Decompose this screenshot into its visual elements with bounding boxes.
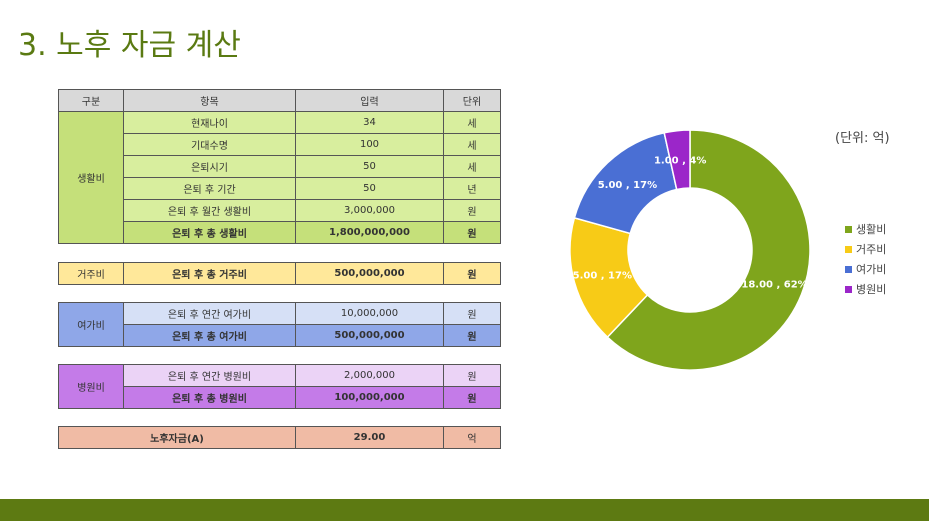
data-label-2: 5.00 , 17% — [573, 270, 632, 281]
category-leisure: 여가비 — [58, 302, 124, 347]
summary-row: 노후자금(A) 29.00 억 — [58, 426, 501, 449]
data-label-3: 5.00 , 17% — [598, 180, 657, 191]
legend-swatch — [845, 225, 852, 233]
leisure-expense-table: 여가비 은퇴 후 연간 여가비 10,000,000 원 은퇴 후 총 여가비 … — [58, 302, 501, 347]
input-value[interactable]: 50 — [295, 155, 444, 178]
category-living: 생활비 — [58, 111, 124, 244]
table-row: 여가비 은퇴 후 연간 여가비 10,000,000 원 — [58, 302, 501, 347]
legend-item: 병원비 — [845, 279, 886, 299]
data-label-4: 1.00 , 4% — [654, 156, 706, 167]
table-row: 기대수명 100 세 — [59, 133, 501, 156]
table-row: 은퇴 후 월간 생활비 3,000,000 원 — [59, 199, 501, 222]
chart-unit-label: (단위: 억) — [835, 131, 890, 146]
item-label: 은퇴 후 월간 생활비 — [123, 199, 296, 222]
page-title: 3. 노후 자금 계산 — [18, 28, 241, 63]
legend-label: 여가비 — [856, 263, 887, 276]
unit-label: 원 — [443, 324, 501, 347]
category-housing: 거주비 — [58, 262, 124, 285]
input-value[interactable]: 2,000,000 — [295, 364, 444, 387]
retirement-fund-table: 노후자금(A) 29.00 억 — [58, 426, 501, 449]
input-value[interactable]: 100 — [295, 133, 444, 156]
unit-label: 세 — [443, 111, 501, 134]
legend-swatch — [845, 285, 852, 293]
housing-expense-table: 거주비 은퇴 후 총 거주비 500,000,000 원 — [58, 262, 501, 285]
legend-item: 여가비 — [845, 259, 886, 279]
unit-label: 원 — [443, 199, 501, 222]
total-value: 500,000,000 — [295, 324, 444, 347]
unit-label: 원 — [443, 262, 501, 285]
total-row: 은퇴 후 총 병원비 100,000,000 원 — [59, 386, 501, 409]
unit-label: 원 — [443, 364, 501, 387]
header-input: 입력 — [295, 89, 444, 112]
total-label: 은퇴 후 총 생활비 — [123, 221, 296, 244]
total-label: 은퇴 후 총 병원비 — [123, 386, 296, 409]
category-hospital: 병원비 — [58, 364, 124, 409]
item-label: 은퇴 후 기간 — [123, 177, 296, 200]
input-value[interactable]: 3,000,000 — [295, 199, 444, 222]
table-row: 생활비 현재나이 34 세 — [58, 111, 501, 244]
total-row: 은퇴 후 총 여가비 500,000,000 원 — [59, 324, 501, 347]
legend-swatch — [845, 245, 852, 253]
table-row: 병원비 은퇴 후 연간 병원비 2,000,000 원 — [58, 364, 501, 409]
total-label: 은퇴 후 총 여가비 — [123, 324, 296, 347]
total-value: 100,000,000 — [295, 386, 444, 409]
item-label: 은퇴 후 연간 여가비 — [123, 302, 296, 325]
legend-item: 생활비 — [845, 219, 886, 239]
legend-label: 거주비 — [856, 243, 887, 256]
table-row: 은퇴 후 기간 50 년 — [59, 177, 501, 200]
slice-1 — [606, 129, 811, 371]
unit-label: 원 — [443, 221, 501, 244]
slice-4 — [663, 129, 691, 191]
legend-label: 생활비 — [856, 223, 887, 236]
item-label: 현재나이 — [123, 111, 296, 134]
total-label: 은퇴 후 총 거주비 — [123, 262, 296, 285]
unit-label: 세 — [443, 155, 501, 178]
header-unit: 단위 — [443, 89, 501, 112]
total-value[interactable]: 500,000,000 — [295, 262, 444, 285]
unit-label: 년 — [443, 177, 501, 200]
header-category: 구분 — [58, 89, 124, 112]
item-label: 기대수명 — [123, 133, 296, 156]
legend-swatch — [845, 265, 852, 273]
legend-item: 거주비 — [845, 239, 886, 259]
unit-label: 원 — [443, 302, 501, 325]
table-header-row: 구분 항목 입력 단위 — [58, 89, 501, 112]
total-row: 은퇴 후 총 생활비 1,800,000,000 원 — [59, 221, 501, 244]
item-label: 은퇴 후 연간 병원비 — [123, 364, 296, 387]
unit-label: 억 — [443, 426, 501, 449]
input-value[interactable]: 10,000,000 — [295, 302, 444, 325]
total-value: 1,800,000,000 — [295, 221, 444, 244]
footer-bar — [0, 499, 929, 521]
total-row: 거주비 은퇴 후 총 거주비 500,000,000 원 — [58, 262, 501, 285]
input-value[interactable]: 34 — [295, 111, 444, 134]
hospital-expense-table: 병원비 은퇴 후 연간 병원비 2,000,000 원 은퇴 후 총 병원비 1… — [58, 364, 501, 409]
input-value[interactable]: 50 — [295, 177, 444, 200]
data-label-1: 18.00 , 62% — [741, 280, 807, 291]
header-item: 항목 — [123, 89, 296, 112]
summary-value: 29.00 — [295, 426, 444, 449]
living-expense-table: 구분 항목 입력 단위 생활비 현재나이 34 세 기대수명 100 세 은퇴시… — [58, 89, 501, 244]
table-row: 은퇴시기 50 세 — [59, 155, 501, 178]
item-label: 은퇴시기 — [123, 155, 296, 178]
unit-label: 세 — [443, 133, 501, 156]
donut-chart: 18.00 , 62% 5.00 , 17% 5.00 , 17% 1.00 , 4% — [569, 129, 811, 371]
legend-label: 병원비 — [856, 283, 887, 296]
summary-label: 노후자금(A) — [58, 426, 296, 449]
unit-label: 원 — [443, 386, 501, 409]
